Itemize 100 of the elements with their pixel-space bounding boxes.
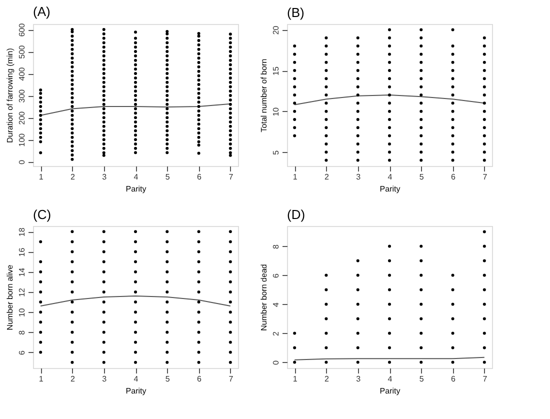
point xyxy=(324,102,328,105)
point xyxy=(420,360,423,364)
point xyxy=(102,41,106,44)
point xyxy=(134,260,137,264)
point xyxy=(70,96,74,100)
point xyxy=(39,310,42,314)
point xyxy=(102,36,106,40)
point xyxy=(70,360,74,364)
point xyxy=(482,158,486,162)
point xyxy=(134,270,137,274)
point xyxy=(324,360,328,364)
y-tick-label: 15 xyxy=(272,66,280,76)
point xyxy=(102,138,106,142)
point xyxy=(39,131,42,134)
point xyxy=(197,350,200,354)
point xyxy=(39,88,42,92)
point xyxy=(388,317,391,320)
point xyxy=(134,360,137,364)
point xyxy=(388,28,391,32)
point xyxy=(70,87,74,90)
point xyxy=(39,320,42,324)
point xyxy=(39,280,42,284)
point xyxy=(388,94,391,96)
point xyxy=(293,52,296,56)
point xyxy=(197,300,200,304)
point xyxy=(134,107,137,110)
point xyxy=(102,230,106,234)
point xyxy=(451,28,454,32)
point xyxy=(166,124,169,128)
y-tick-label: 200 xyxy=(18,110,26,125)
point xyxy=(70,43,74,46)
point xyxy=(197,250,200,254)
point xyxy=(134,80,137,84)
point xyxy=(293,126,296,130)
point xyxy=(356,134,360,138)
point xyxy=(134,146,137,150)
point xyxy=(39,290,42,294)
point xyxy=(420,317,423,320)
point xyxy=(70,74,74,78)
point xyxy=(134,112,137,115)
point xyxy=(324,150,328,154)
point xyxy=(102,94,106,98)
x-tick-label: 1 xyxy=(292,172,298,182)
point xyxy=(228,250,232,254)
point xyxy=(451,134,454,138)
point xyxy=(197,127,200,130)
point xyxy=(166,260,169,264)
point xyxy=(102,240,106,244)
point xyxy=(228,80,232,84)
point xyxy=(228,320,232,324)
point xyxy=(102,310,106,314)
point xyxy=(388,150,391,154)
point xyxy=(70,92,74,95)
point xyxy=(70,136,74,139)
point xyxy=(420,110,423,113)
point xyxy=(70,83,74,86)
line-series xyxy=(40,295,231,307)
point xyxy=(324,317,328,320)
point xyxy=(102,58,106,62)
x-axis-title: Parity xyxy=(380,184,400,194)
point xyxy=(451,110,454,113)
point xyxy=(228,240,232,244)
point xyxy=(197,96,200,100)
point xyxy=(197,114,200,117)
point xyxy=(420,259,423,262)
point xyxy=(134,94,137,98)
point xyxy=(39,96,42,100)
point xyxy=(388,332,391,335)
point xyxy=(482,332,486,335)
point xyxy=(70,350,74,354)
point xyxy=(388,126,391,130)
point xyxy=(293,60,296,64)
point xyxy=(356,150,360,154)
point xyxy=(420,150,423,154)
point xyxy=(451,60,454,64)
point xyxy=(197,74,200,78)
point xyxy=(293,134,296,138)
point xyxy=(102,28,106,31)
point xyxy=(134,46,137,49)
point xyxy=(102,120,106,124)
point xyxy=(388,158,391,162)
point xyxy=(293,360,296,364)
point xyxy=(197,78,200,82)
point xyxy=(228,146,232,150)
point xyxy=(197,310,200,314)
point xyxy=(166,30,169,33)
point xyxy=(324,126,328,130)
point xyxy=(197,105,200,108)
point xyxy=(451,44,454,48)
point xyxy=(420,36,423,40)
point xyxy=(102,350,106,354)
point xyxy=(197,87,200,90)
x-tick-label: 1 xyxy=(292,374,298,384)
point xyxy=(166,120,169,124)
y-tick-label: 0 xyxy=(18,159,26,164)
point xyxy=(482,142,486,146)
x-tick-label: 4 xyxy=(388,172,393,182)
point xyxy=(293,94,296,96)
point xyxy=(420,52,423,56)
point xyxy=(70,78,74,82)
